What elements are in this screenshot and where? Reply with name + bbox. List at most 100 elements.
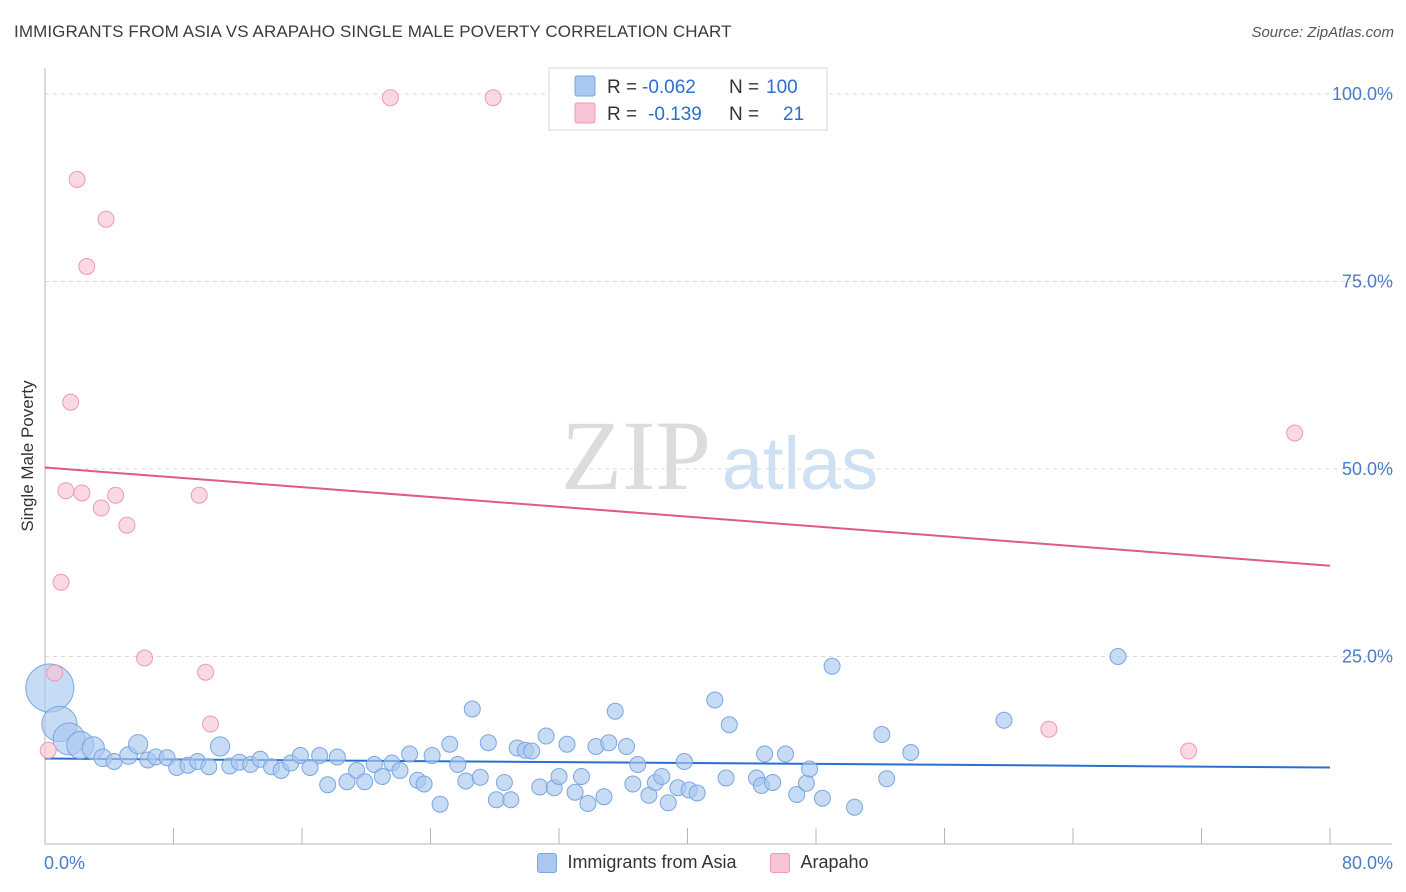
asia-point bbox=[995, 711, 1013, 729]
arapaho-point bbox=[484, 89, 502, 107]
asia-point bbox=[487, 791, 505, 809]
asia-point bbox=[319, 776, 337, 794]
asia-point bbox=[531, 778, 549, 796]
asia-point bbox=[441, 735, 459, 753]
asia-point bbox=[415, 775, 433, 793]
arapaho-point bbox=[52, 573, 70, 591]
asia-point bbox=[200, 758, 218, 776]
asia-point bbox=[756, 745, 774, 763]
asia-point bbox=[537, 727, 555, 745]
watermark-zip: ZIP bbox=[561, 400, 711, 511]
asia-point bbox=[659, 794, 677, 812]
correlation-legend: R = -0.062 N = 100 R = -0.139 N = 21 bbox=[548, 67, 828, 131]
y-tick-label: 50.0% bbox=[1342, 459, 1393, 479]
legend-r-label: R = bbox=[607, 77, 637, 98]
arapaho-point bbox=[201, 715, 219, 733]
asia-point bbox=[401, 745, 419, 763]
asia-point bbox=[624, 775, 642, 793]
arapaho-trendline bbox=[44, 466, 1331, 567]
asia-point bbox=[776, 745, 794, 763]
asia-point bbox=[846, 798, 864, 816]
arapaho-point bbox=[1180, 742, 1198, 760]
arapaho-point bbox=[190, 486, 208, 504]
legend-label-asia: Immigrants from Asia bbox=[567, 852, 737, 872]
asia-point bbox=[558, 735, 576, 753]
asia-point bbox=[764, 774, 782, 791]
arapaho-point bbox=[46, 664, 64, 682]
bottom-legend: Immigrants from Asia Arapaho bbox=[0, 852, 1406, 873]
trendlines bbox=[44, 466, 1331, 769]
y-tick-label: 25.0% bbox=[1342, 647, 1393, 667]
asia-point bbox=[606, 702, 624, 720]
asia-point bbox=[788, 786, 806, 803]
asia-point bbox=[717, 769, 735, 787]
legend-n-value: 100 bbox=[766, 77, 798, 98]
legend-r-value: -0.062 bbox=[642, 77, 696, 98]
asia-point bbox=[595, 788, 613, 806]
watermark-atlas: atlas bbox=[722, 422, 878, 505]
asia-point bbox=[873, 726, 891, 743]
arapaho-point bbox=[57, 482, 75, 500]
asia-point bbox=[479, 734, 497, 752]
data-points bbox=[25, 89, 1304, 816]
asia-point bbox=[311, 747, 329, 764]
legend-r-label: R = bbox=[607, 104, 637, 125]
asia-point bbox=[1109, 648, 1127, 665]
legend-item-arapaho: Arapaho bbox=[770, 852, 869, 873]
asia-point bbox=[495, 774, 513, 791]
asia-point bbox=[653, 768, 671, 785]
legend-item-asia: Immigrants from Asia bbox=[537, 852, 736, 873]
arapaho-point bbox=[62, 393, 80, 411]
asia-point bbox=[813, 789, 831, 807]
arapaho-point bbox=[107, 486, 125, 504]
asia-point bbox=[356, 773, 374, 791]
x-tick-label: 0.0% bbox=[44, 853, 85, 873]
asia-point bbox=[797, 774, 815, 792]
asia-point bbox=[823, 657, 841, 675]
arapaho-point bbox=[118, 516, 136, 534]
asia-point bbox=[301, 759, 319, 776]
legend-label-arapaho: Arapaho bbox=[800, 852, 869, 872]
tick-labels: 25.0% 50.0% 75.0% 100.0% 0.0% 80.0% bbox=[44, 84, 1393, 873]
asia-point bbox=[391, 762, 409, 779]
asia-point bbox=[706, 691, 724, 709]
asia-point bbox=[338, 773, 356, 791]
legend-swatch-asia bbox=[537, 852, 558, 873]
asia-point bbox=[801, 760, 819, 778]
asia-point bbox=[128, 734, 149, 755]
legend-n-label: N = bbox=[729, 77, 759, 98]
arapaho-point bbox=[68, 171, 86, 188]
asia-point bbox=[617, 738, 635, 755]
arapaho-point bbox=[78, 258, 96, 275]
asia-point bbox=[328, 748, 346, 766]
legend-r-value: -0.139 bbox=[648, 104, 702, 125]
axes bbox=[44, 68, 1392, 845]
source-label: Source: ZipAtlas.com bbox=[1251, 24, 1394, 41]
asia-point bbox=[449, 756, 467, 773]
asia-point bbox=[209, 736, 231, 757]
asia-point bbox=[431, 795, 449, 813]
asia-point bbox=[523, 742, 541, 760]
legend-swatch-arapaho bbox=[770, 852, 791, 873]
asia-point bbox=[365, 756, 383, 773]
y-tick-label: 75.0% bbox=[1342, 272, 1393, 292]
asia-point bbox=[471, 768, 489, 786]
asia-point bbox=[688, 784, 706, 802]
arapaho-point bbox=[73, 484, 91, 502]
asia-point bbox=[373, 768, 391, 785]
arapaho-point bbox=[39, 741, 57, 759]
asia-point bbox=[457, 772, 475, 790]
asia-point bbox=[550, 768, 568, 785]
asia-point bbox=[579, 795, 597, 812]
legend-n-value: 21 bbox=[783, 104, 804, 125]
y-tick-label: 100.0% bbox=[1332, 84, 1393, 104]
watermark: ZIP atlas bbox=[561, 400, 878, 511]
gridlines bbox=[45, 93, 1392, 657]
legend-swatch-arapaho bbox=[574, 102, 596, 124]
legend-n-label: N = bbox=[729, 104, 759, 125]
asia-point bbox=[423, 747, 441, 764]
arapaho-point bbox=[1286, 424, 1304, 442]
asia-point bbox=[878, 770, 896, 788]
asia-point bbox=[291, 747, 309, 764]
